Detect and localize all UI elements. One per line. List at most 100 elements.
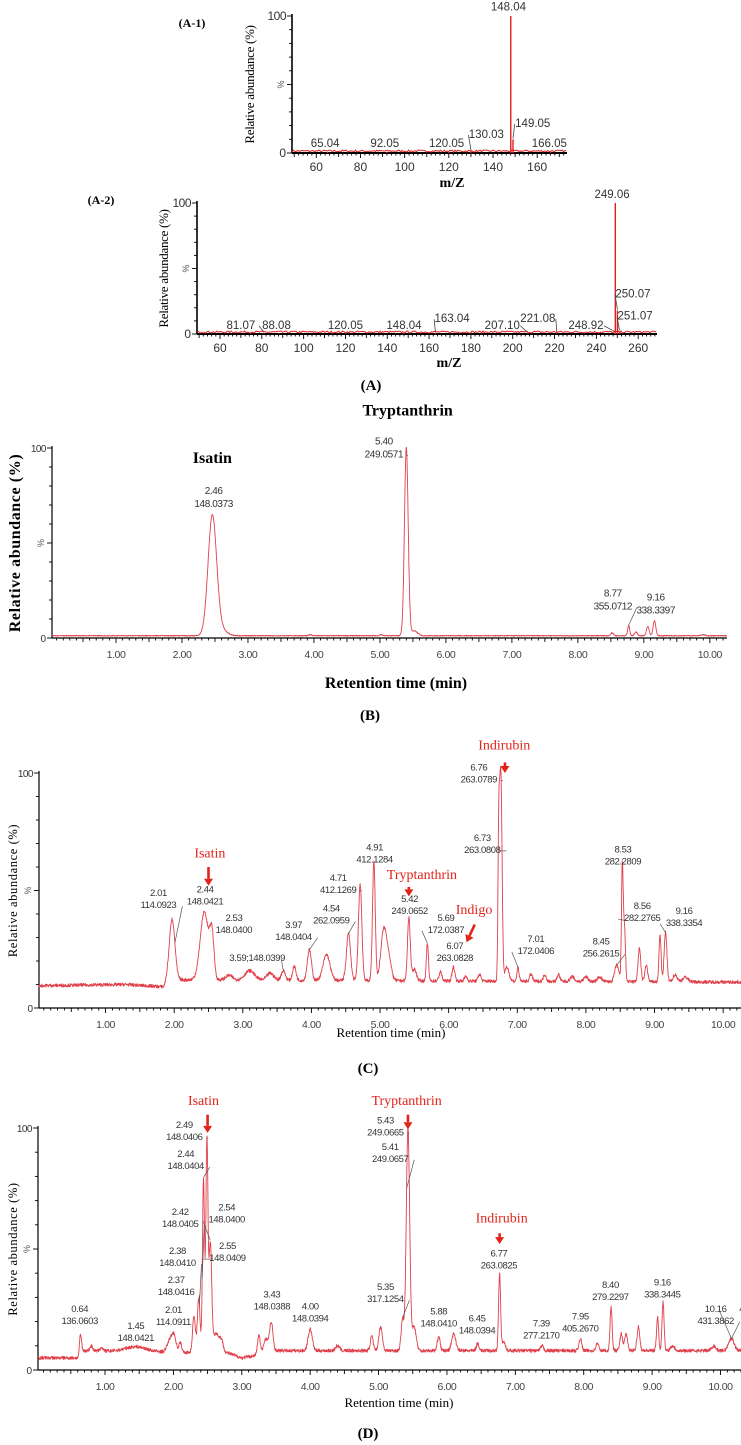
- peak-annotation: 279.2297: [592, 1292, 629, 1303]
- compound-label-tryptanthrin: Tryptanthrin: [362, 403, 452, 420]
- x-tick-label: 2.00: [164, 1381, 183, 1393]
- x-tick-label: 260: [628, 341, 648, 355]
- peak-annotation: 8.77: [604, 589, 623, 600]
- peak-annotation: 9.16: [647, 592, 666, 603]
- peak-annotation: 6.73: [474, 833, 491, 844]
- x-tick-label: 6.00: [439, 1019, 458, 1031]
- peak-annotation: 148.0373: [194, 499, 233, 510]
- peak-annotation: 148.0405: [162, 1219, 199, 1230]
- leader-line: [433, 319, 436, 332]
- peak-annotation: 8.45: [593, 936, 610, 947]
- y-tick-label: 100: [267, 9, 286, 23]
- x-tick-label: 160: [419, 341, 439, 355]
- peak-annotation: 5.88: [430, 1306, 447, 1317]
- peak-annotation: 148.0409: [209, 1253, 246, 1264]
- peak-annotation: 6.77: [490, 1248, 507, 1259]
- peak-annotation: 263.0789: [461, 774, 498, 785]
- leader-line: [616, 954, 626, 966]
- peak-annotation: 5.43: [377, 1115, 394, 1126]
- x-axis-label: Retention time (min): [344, 1395, 453, 1410]
- leader-line: [512, 123, 516, 139]
- chromatogram-trace: [51, 447, 728, 637]
- arrow-head-icon: [403, 1122, 413, 1130]
- panel-label-a: (A): [361, 378, 382, 394]
- leader-line: [202, 1220, 211, 1241]
- peak-annotation: 262.0959: [313, 915, 350, 926]
- panel-label-c: (C): [358, 1061, 379, 1077]
- leader-line: [616, 316, 620, 331]
- peak-annotation: 2.01: [150, 888, 167, 899]
- x-tick-label: 80: [354, 160, 368, 174]
- peak-annotation: 148.0394: [292, 1314, 329, 1325]
- x-tick-label: 160: [527, 160, 547, 174]
- leader-line: [258, 325, 265, 333]
- peak-annotation: 338.3354: [666, 918, 703, 929]
- leader-line: [603, 325, 616, 333]
- peak-annotation: 9.16: [676, 906, 693, 917]
- peak-label: 88.08: [262, 320, 291, 332]
- peak-label: 148.04: [491, 2, 527, 14]
- x-tick-label: 10.00: [708, 1381, 733, 1393]
- peak-annotation: 6.07: [446, 941, 463, 952]
- peak-annotation: 114.0923: [141, 900, 177, 911]
- x-tick-label: 180: [461, 341, 481, 355]
- x-tick-label: 1.00: [96, 1381, 115, 1393]
- x-tick-label: 2.00: [165, 1019, 184, 1031]
- compound-label-isatin: Isatin: [194, 847, 225, 862]
- x-tick-label: 240: [586, 341, 606, 355]
- x-tick-label: 8.00: [574, 1381, 593, 1393]
- y-tick-label: 0: [27, 1004, 33, 1015]
- compound-label-indirubin: Indirubin: [476, 1211, 528, 1226]
- x-tick-label: 120: [335, 341, 355, 355]
- peak-annotation: 7.01: [527, 934, 544, 945]
- compound-label-indigo: Indigo: [456, 903, 493, 918]
- x-tick-label: 10.00: [698, 649, 723, 661]
- arrow-icon: [468, 924, 476, 937]
- x-tick-label: 5.00: [369, 1381, 388, 1393]
- y-axis-label: Relative abundance (%): [156, 209, 171, 327]
- peak-annotation: 282.2765: [624, 913, 661, 924]
- peak-annotation: 8.40: [602, 1280, 619, 1291]
- peak-label: 221.08: [520, 313, 555, 325]
- x-tick-label: 7.00: [508, 1019, 527, 1031]
- panel-label-b: (B): [360, 708, 380, 724]
- compound-label-indirubin: Indirubin: [478, 739, 530, 754]
- peak-annotation: 5.69: [437, 913, 454, 924]
- peak-annotation: 148.0404: [167, 1161, 204, 1172]
- x-axis-label: m/Z: [437, 356, 462, 371]
- leader-line: [467, 134, 472, 151]
- y-tick-label: %: [181, 264, 191, 272]
- leader-line: [520, 325, 528, 333]
- x-tick-label: 8.00: [576, 1019, 595, 1031]
- x-tick-label: 10.00: [711, 1019, 736, 1031]
- leader-line: [309, 937, 318, 951]
- peak-label: 92.05: [370, 138, 399, 150]
- peak-annotation: 405.2670: [562, 1323, 599, 1334]
- peak-annotation: 148.0394: [459, 1326, 496, 1337]
- peak-label: 120.05: [328, 320, 363, 332]
- y-tick-label: 0: [26, 1366, 32, 1377]
- y-tick-label: 0: [40, 634, 46, 645]
- peak-annotation: 2.42: [172, 1207, 189, 1218]
- x-tick-label: 5.00: [371, 649, 390, 661]
- x-tick-label: 200: [503, 341, 523, 355]
- leader-line: [421, 930, 428, 944]
- leader-line: [348, 921, 356, 934]
- peak-annotation: 172.0387: [428, 925, 465, 936]
- peak-annotation: 4.91: [366, 842, 383, 853]
- peak-annotation: 5.35: [377, 1282, 394, 1293]
- peak-annotation: 148.0404: [275, 932, 312, 943]
- y-tick-label: 100: [31, 444, 47, 455]
- y-axis-label: Relative abundance (%): [242, 25, 257, 143]
- peak-annotation: 2.44: [197, 885, 214, 896]
- x-tick-label: 1.00: [96, 1019, 115, 1031]
- arrow-head-icon: [404, 889, 414, 897]
- peak-annotation: 7.39: [533, 1319, 550, 1330]
- peak-label: 207.10: [485, 320, 520, 332]
- leader-line: [511, 951, 519, 968]
- leader-line: [199, 1263, 202, 1306]
- peak-annotation: 6.76: [470, 762, 487, 773]
- y-tick-label: 0: [184, 327, 191, 341]
- peak-annotation: 2.46: [205, 486, 224, 497]
- x-tick-label: 60: [213, 341, 227, 355]
